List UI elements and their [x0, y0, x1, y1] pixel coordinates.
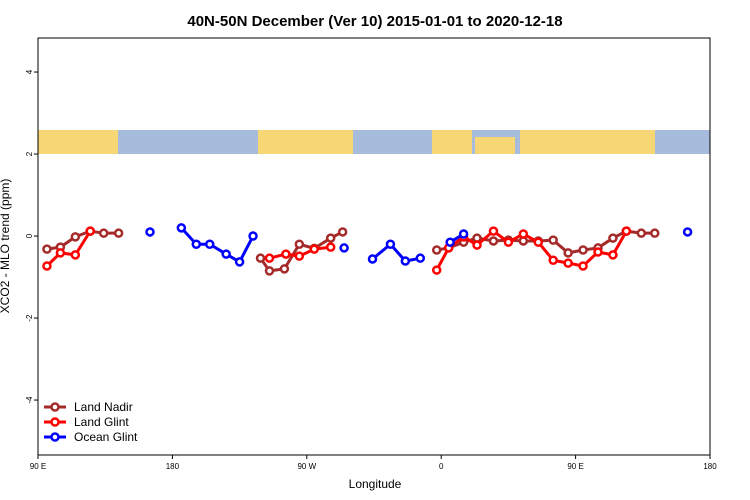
- point: [431, 265, 442, 275]
- point: [113, 228, 124, 238]
- series-line: [46, 229, 655, 273]
- point: [42, 244, 52, 254]
- x-axis-label: Longitude: [349, 477, 402, 491]
- point: [548, 255, 558, 265]
- chart-title: 40N-50N December (Ver 10) 2015-01-01 to …: [187, 13, 562, 30]
- point: [98, 228, 109, 238]
- point: [636, 228, 647, 238]
- point: [621, 226, 632, 236]
- point: [309, 244, 320, 254]
- x-tick-label: 180: [703, 462, 717, 471]
- point: [533, 237, 544, 247]
- legend-label: Ocean Glint: [74, 430, 138, 444]
- point: [339, 243, 349, 253]
- point: [85, 226, 96, 236]
- y-tick-label: -2: [25, 314, 34, 322]
- point: [294, 239, 305, 249]
- legend-label: Land Nadir: [74, 400, 133, 414]
- legend-label: Land Glint: [74, 415, 129, 429]
- point: [294, 251, 305, 261]
- point: [42, 261, 52, 271]
- point: [548, 235, 558, 245]
- point: [367, 254, 378, 264]
- x-tick-label: 180: [166, 462, 180, 471]
- x-tick-label: 90 W: [297, 462, 316, 471]
- plot-frame: [37, 37, 711, 456]
- point: [518, 229, 529, 239]
- point: [255, 253, 266, 263]
- point: [264, 253, 275, 263]
- point: [385, 239, 396, 249]
- x-tick-label: 90 E: [30, 462, 46, 471]
- legend-marker: [50, 402, 60, 412]
- point: [325, 242, 336, 252]
- y-tick-label: 0: [25, 233, 34, 238]
- point: [145, 227, 155, 237]
- point: [400, 256, 411, 266]
- point: [563, 248, 573, 258]
- point: [279, 264, 290, 274]
- y-axis-label: XCO2 - MLO trend (ppm): [0, 179, 12, 314]
- point: [55, 248, 66, 258]
- point: [264, 266, 275, 276]
- point: [578, 245, 588, 255]
- point: [503, 237, 514, 247]
- point: [204, 239, 215, 249]
- point: [593, 247, 603, 257]
- point: [608, 233, 618, 243]
- point: [431, 245, 442, 255]
- point: [70, 250, 81, 260]
- point: [472, 240, 482, 250]
- x-tick-label: 90 E: [567, 462, 583, 471]
- point: [488, 226, 499, 236]
- point: [682, 227, 693, 237]
- legend-marker: [50, 417, 60, 427]
- legend-marker: [50, 432, 60, 442]
- point: [488, 236, 499, 246]
- point: [325, 233, 336, 243]
- point: [578, 261, 588, 271]
- map-strip: [38, 130, 710, 154]
- point: [608, 250, 618, 260]
- point: [281, 249, 291, 259]
- y-tick-label: -4: [25, 396, 34, 404]
- point: [458, 229, 469, 239]
- point: [191, 239, 202, 249]
- point: [563, 258, 573, 268]
- point: [649, 228, 660, 238]
- point: [176, 223, 187, 233]
- point: [337, 227, 348, 237]
- point: [70, 232, 81, 242]
- y-tick-label: 4: [25, 69, 34, 74]
- x-tick-label: 0: [439, 462, 444, 471]
- y-tick-label: 2: [25, 151, 34, 156]
- point: [445, 237, 455, 247]
- point: [248, 231, 258, 241]
- point: [234, 257, 245, 267]
- point: [221, 249, 231, 259]
- point: [415, 253, 426, 263]
